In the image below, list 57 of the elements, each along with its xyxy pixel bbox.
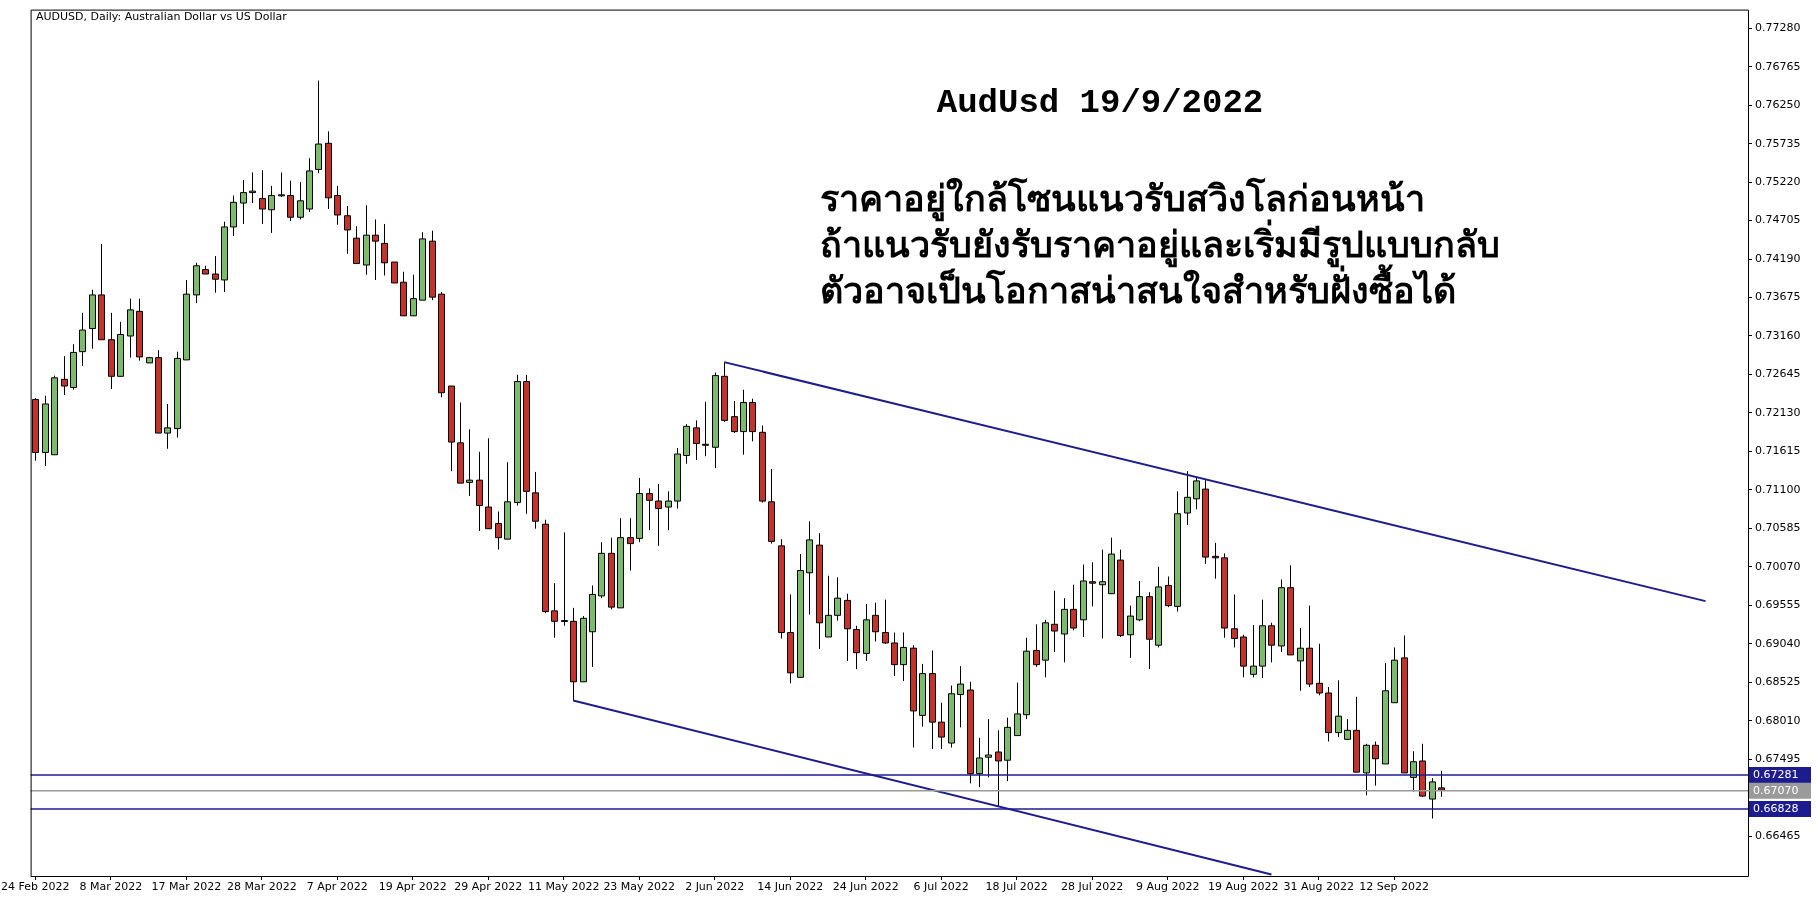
ref-line-label: 0.66828 [1753,801,1799,815]
candlestick [1089,561,1096,607]
candlestick [287,180,294,222]
x-tick-label: 19 Aug 2022 [1207,880,1279,894]
candlestick [1268,622,1275,663]
chart-title: AUDUSD, Daily: Australian Dollar vs US Dollar [36,10,287,23]
y-tick-label: 0.72130 [1755,405,1801,419]
y-tick-label: 0.69555 [1755,598,1801,612]
x-tick-label: 8 Mar 2022 [79,880,143,894]
candlestick [240,179,247,225]
x-tick-label: 6 Jul 2022 [913,880,969,894]
text: AudUsd 19/9/2022 [935,84,1265,122]
y-tick-label: 0.66465 [1755,828,1801,842]
x-tick-label: 11 May 2022 [527,880,600,894]
x-tick-label: 2 Jun 2022 [685,880,745,894]
x-tick-label: 28 Jul 2022 [1061,880,1124,894]
y-tick-label: 0.71100 [1755,482,1801,496]
y-tick-label: 0.68525 [1755,675,1801,689]
y-tick-label: 0.72645 [1755,367,1801,381]
y-tick-label: 0.71615 [1755,444,1801,458]
x-tick-label: 17 Mar 2022 [151,880,222,894]
y-tick-label: 0.75735 [1755,136,1801,150]
y-tick-label: 0.73160 [1755,328,1801,342]
y-tick-label: 0.75220 [1755,174,1801,188]
x-tick-label: 28 Mar 2022 [226,880,297,894]
x-tick-label: 9 Aug 2022 [1135,880,1200,894]
y-tick-label: 0.77280 [1755,21,1801,35]
x-tick-label: 7 Apr 2022 [306,880,368,894]
y-tick-label: 0.74705 [1755,213,1801,227]
y-tick-label: 0.67495 [1755,751,1801,765]
x-tick-label: 24 Jun 2022 [832,880,899,894]
x-tick-label: 14 Jun 2022 [757,880,824,894]
candlestick [1438,770,1445,798]
ref-line-label: 0.67070 [1753,783,1799,797]
x-tick-label: 24 Feb 2022 [1,880,70,894]
x-tick-label: 29 Apr 2022 [454,880,523,894]
y-tick-label: 0.70585 [1755,521,1801,535]
candlestick [1410,750,1417,793]
y-tick-label: 0.76250 [1755,98,1801,112]
candlestick [1231,593,1238,648]
x-tick-label: 12 Sep 2022 [1359,880,1429,894]
y-tick-label: 0.68010 [1755,713,1801,727]
y-tick-label: 0.74190 [1755,251,1801,265]
candlestick [297,181,304,220]
x-tick-label: 23 May 2022 [603,880,676,894]
x-tick-label: 19 Apr 2022 [378,880,447,894]
y-tick-label: 0.73675 [1755,290,1801,304]
y-tick-label: 0.69040 [1755,636,1801,650]
candlestick [1429,777,1436,819]
y-tick-label: 0.70070 [1755,559,1801,573]
x-tick-label: 31 Aug 2022 [1283,880,1354,894]
candlestick [646,487,653,531]
candlestick [164,403,171,450]
x-tick-label: 18 Jul 2022 [985,880,1048,894]
candlestick [551,582,558,639]
y-tick-label: 0.76765 [1755,59,1801,73]
ref-line-label: 0.67281 [1753,767,1799,781]
